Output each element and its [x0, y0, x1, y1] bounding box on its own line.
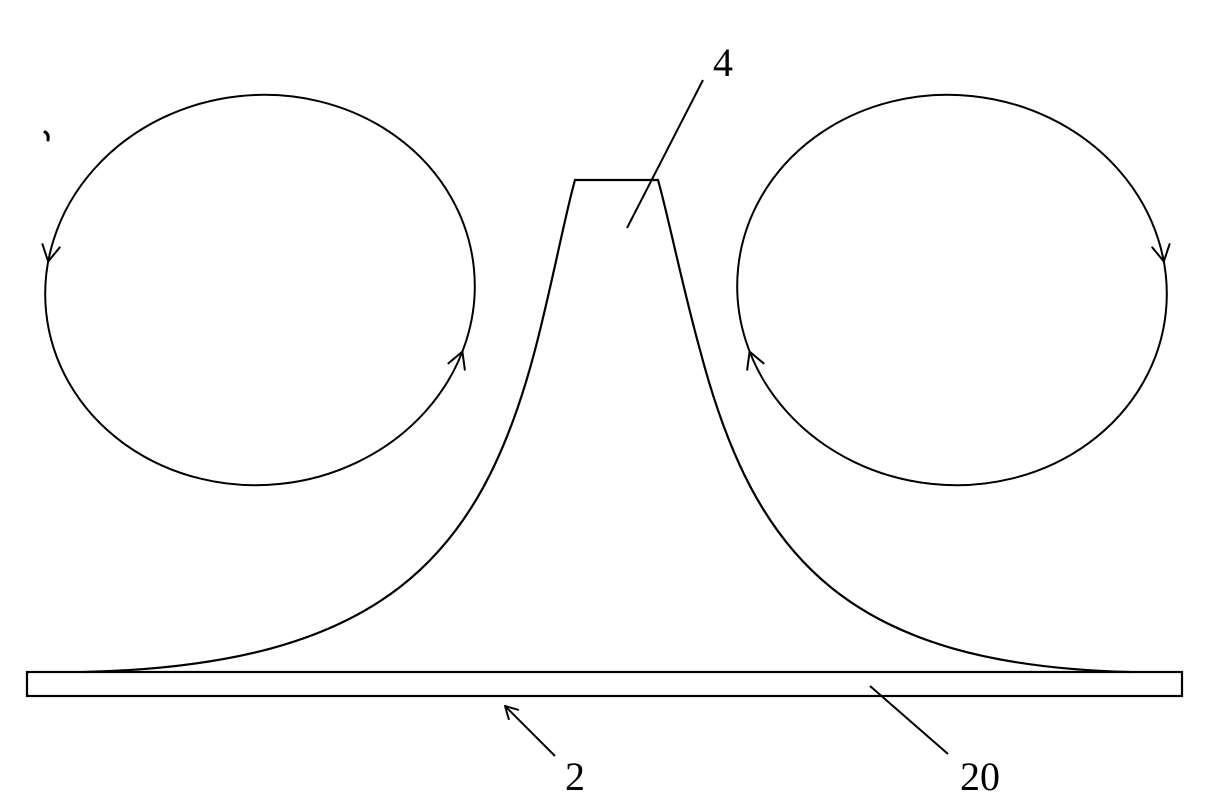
label-2: 2: [565, 754, 585, 799]
label-20: 20: [960, 754, 1000, 799]
background: [0, 0, 1218, 808]
label-4: 4: [713, 40, 733, 85]
